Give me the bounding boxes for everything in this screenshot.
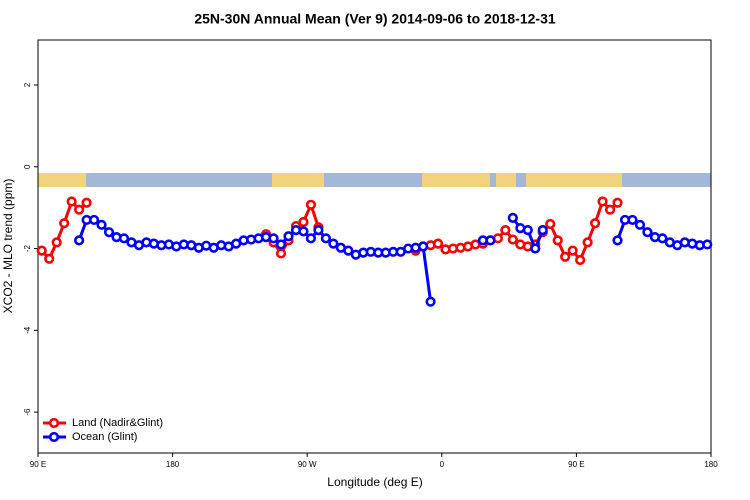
point	[507, 212, 518, 223]
ocean-band	[516, 173, 526, 187]
point	[88, 214, 100, 226]
y-tick-label: -6	[23, 408, 32, 416]
point	[537, 225, 548, 236]
point	[74, 235, 85, 246]
x-tick-label: 0	[440, 460, 445, 469]
legend-marker	[48, 417, 60, 429]
point	[51, 237, 62, 248]
point	[432, 238, 444, 249]
point	[575, 254, 586, 266]
point	[560, 251, 571, 262]
point	[657, 233, 668, 244]
land-band	[38, 173, 86, 187]
point	[567, 245, 578, 256]
x-axis-label: Longitude (deg E)	[327, 475, 422, 489]
point	[298, 226, 309, 237]
point	[305, 199, 317, 210]
point	[268, 233, 279, 244]
y-axis-label: XCO2 - MLO trend (ppm)	[1, 179, 15, 314]
x-tick-label: 180	[166, 460, 180, 469]
point	[597, 196, 608, 207]
series-line	[77, 216, 708, 302]
point	[275, 248, 287, 259]
x-tick-label: 90 E	[568, 460, 584, 469]
point	[313, 225, 324, 236]
point	[500, 225, 511, 236]
point	[702, 239, 713, 250]
point	[320, 233, 331, 244]
point	[604, 204, 616, 215]
point	[36, 245, 47, 256]
point	[522, 225, 533, 236]
y-tick-label: -4	[23, 326, 32, 334]
series	[36, 196, 623, 266]
point	[418, 241, 429, 252]
land-band	[272, 173, 324, 187]
point	[545, 218, 556, 230]
point	[552, 235, 563, 246]
legend-marker	[48, 431, 60, 443]
point	[118, 233, 130, 244]
chart-title: 25N-30N Annual Mean (Ver 9) 2014-09-06 t…	[194, 11, 556, 27]
point	[66, 196, 77, 207]
point	[530, 243, 541, 254]
point	[627, 214, 638, 226]
point	[305, 233, 317, 244]
y-tick-label: -2	[23, 244, 32, 252]
point	[612, 197, 623, 208]
point	[298, 216, 309, 228]
point	[275, 239, 287, 250]
point	[612, 235, 623, 246]
x-tick-label: 90 E	[30, 460, 46, 469]
x-tick-label: 180	[704, 460, 718, 469]
point	[589, 218, 601, 229]
series	[74, 212, 713, 307]
point	[81, 197, 92, 208]
point	[44, 253, 55, 264]
y-tick-label: 0	[23, 164, 32, 169]
point	[634, 219, 646, 230]
legend-label: Land (Nadir&Glint)	[72, 417, 163, 429]
point	[642, 227, 653, 238]
point	[582, 237, 593, 248]
legend-label: Ocean (Glint)	[72, 431, 137, 443]
legend: Land (Nadir&Glint) Ocean (Glint)	[43, 417, 163, 443]
point	[59, 218, 70, 229]
land-ocean-mask	[38, 173, 711, 187]
point	[507, 234, 518, 245]
point	[425, 296, 436, 307]
point	[74, 204, 85, 215]
ocean-band	[490, 173, 496, 187]
y-tick-label: 2	[23, 82, 32, 87]
point	[283, 231, 294, 242]
point	[96, 219, 107, 230]
point	[328, 238, 339, 249]
point	[485, 235, 496, 246]
point	[343, 245, 354, 256]
point	[103, 227, 115, 238]
x-tick-label: 90 W	[298, 460, 317, 469]
